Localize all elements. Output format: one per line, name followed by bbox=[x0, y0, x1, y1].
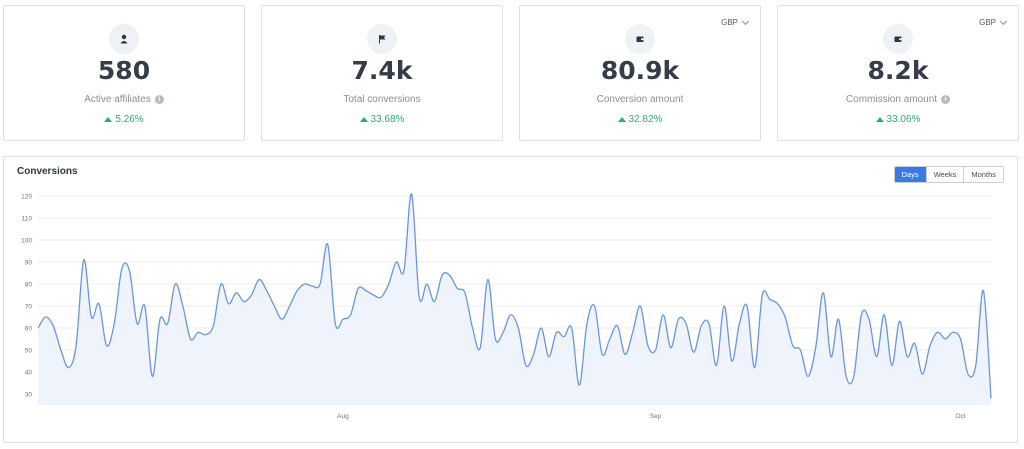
x-tick-label: Aug bbox=[337, 413, 349, 420]
conversions-chart-panel: Conversions Days Weeks Months 30 40 50 60 70… bbox=[3, 156, 1018, 443]
range-months-button[interactable]: Months bbox=[963, 167, 1003, 182]
y-tick-label: 30 bbox=[25, 392, 33, 399]
y-tick-label: 100 bbox=[21, 238, 32, 245]
stat-label-row: Conversion amount bbox=[520, 94, 760, 105]
y-tick-label: 110 bbox=[22, 216, 33, 223]
stat-label-row: Commission amount i bbox=[778, 94, 1018, 105]
stat-change-value: 32.82% bbox=[628, 114, 663, 125]
chart-title: Conversions bbox=[17, 166, 78, 177]
arrow-up-icon bbox=[617, 117, 626, 122]
stat-label: Active affiliates bbox=[84, 94, 151, 105]
stat-label-row: Active affiliates i bbox=[4, 94, 244, 105]
stat-change-value: 5.26% bbox=[115, 114, 144, 125]
stat-value: 80.9k bbox=[600, 56, 680, 85]
stat-label: Conversion amount bbox=[596, 94, 684, 105]
stat-change: 33.68% bbox=[262, 114, 502, 125]
flag-icon bbox=[367, 24, 397, 54]
chevron-down-icon bbox=[999, 17, 1008, 25]
arrow-up-icon bbox=[359, 117, 368, 122]
conversions-chart: 30 40 50 60 70 80 90 100 110 120 Aug Sep Oct bbox=[21, 193, 992, 420]
stat-change-value: 33.06% bbox=[886, 114, 921, 125]
range-days-button[interactable]: Days bbox=[894, 167, 926, 182]
arrow-up-icon bbox=[104, 117, 113, 122]
wallet-icon bbox=[625, 24, 655, 54]
info-icon[interactable]: i bbox=[154, 95, 164, 104]
stat-change: 5.26% bbox=[4, 114, 244, 125]
x-tick-label: Sep bbox=[650, 413, 662, 420]
y-tick-label: 60 bbox=[25, 326, 33, 333]
stat-change: 32.82% bbox=[520, 114, 760, 125]
y-tick-label: 70 bbox=[25, 304, 33, 311]
wallet-icon bbox=[883, 24, 913, 54]
stat-card-commission-amount: GBP 8.2k Commission amount i 33.06% bbox=[777, 5, 1019, 141]
chevron-down-icon bbox=[741, 17, 750, 25]
y-tick-label: 120 bbox=[21, 194, 32, 201]
stat-change: 33.06% bbox=[778, 114, 1018, 125]
currency-select[interactable]: GBP bbox=[979, 17, 1008, 27]
currency-value: GBP bbox=[721, 18, 738, 27]
info-icon[interactable]: i bbox=[941, 95, 951, 104]
currency-select[interactable]: GBP bbox=[721, 17, 750, 27]
y-tick-label: 90 bbox=[25, 260, 33, 267]
arrow-up-icon bbox=[875, 117, 884, 122]
y-tick-label: 40 bbox=[25, 370, 33, 377]
stat-card-affiliates: 580 Active affiliates i 5.26% bbox=[3, 5, 245, 141]
stat-label: Total conversions bbox=[343, 94, 421, 105]
stat-value: 7.4k bbox=[351, 56, 413, 85]
currency-value: GBP bbox=[979, 18, 996, 27]
stat-label-row: Total conversions bbox=[262, 94, 502, 105]
x-tick-label: Oct bbox=[955, 413, 965, 420]
stat-label: Commission amount bbox=[845, 94, 938, 105]
user-icon bbox=[109, 24, 139, 54]
stat-change-value: 33.68% bbox=[370, 114, 405, 125]
stat-value: 8.2k bbox=[867, 56, 929, 85]
area-fill bbox=[38, 193, 991, 405]
y-tick-label: 80 bbox=[25, 282, 33, 289]
range-toggle: Days Weeks Months bbox=[893, 166, 1004, 183]
stat-card-conversion-amount: GBP 80.9k Conversion amount 32.82% bbox=[519, 5, 761, 141]
stat-card-conversions: 7.4k Total conversions 33.68% bbox=[261, 5, 503, 141]
y-tick-label: 50 bbox=[25, 348, 33, 355]
stat-value: 580 bbox=[97, 56, 151, 85]
series-line bbox=[37, 193, 992, 399]
range-weeks-button[interactable]: Weeks bbox=[925, 167, 964, 182]
